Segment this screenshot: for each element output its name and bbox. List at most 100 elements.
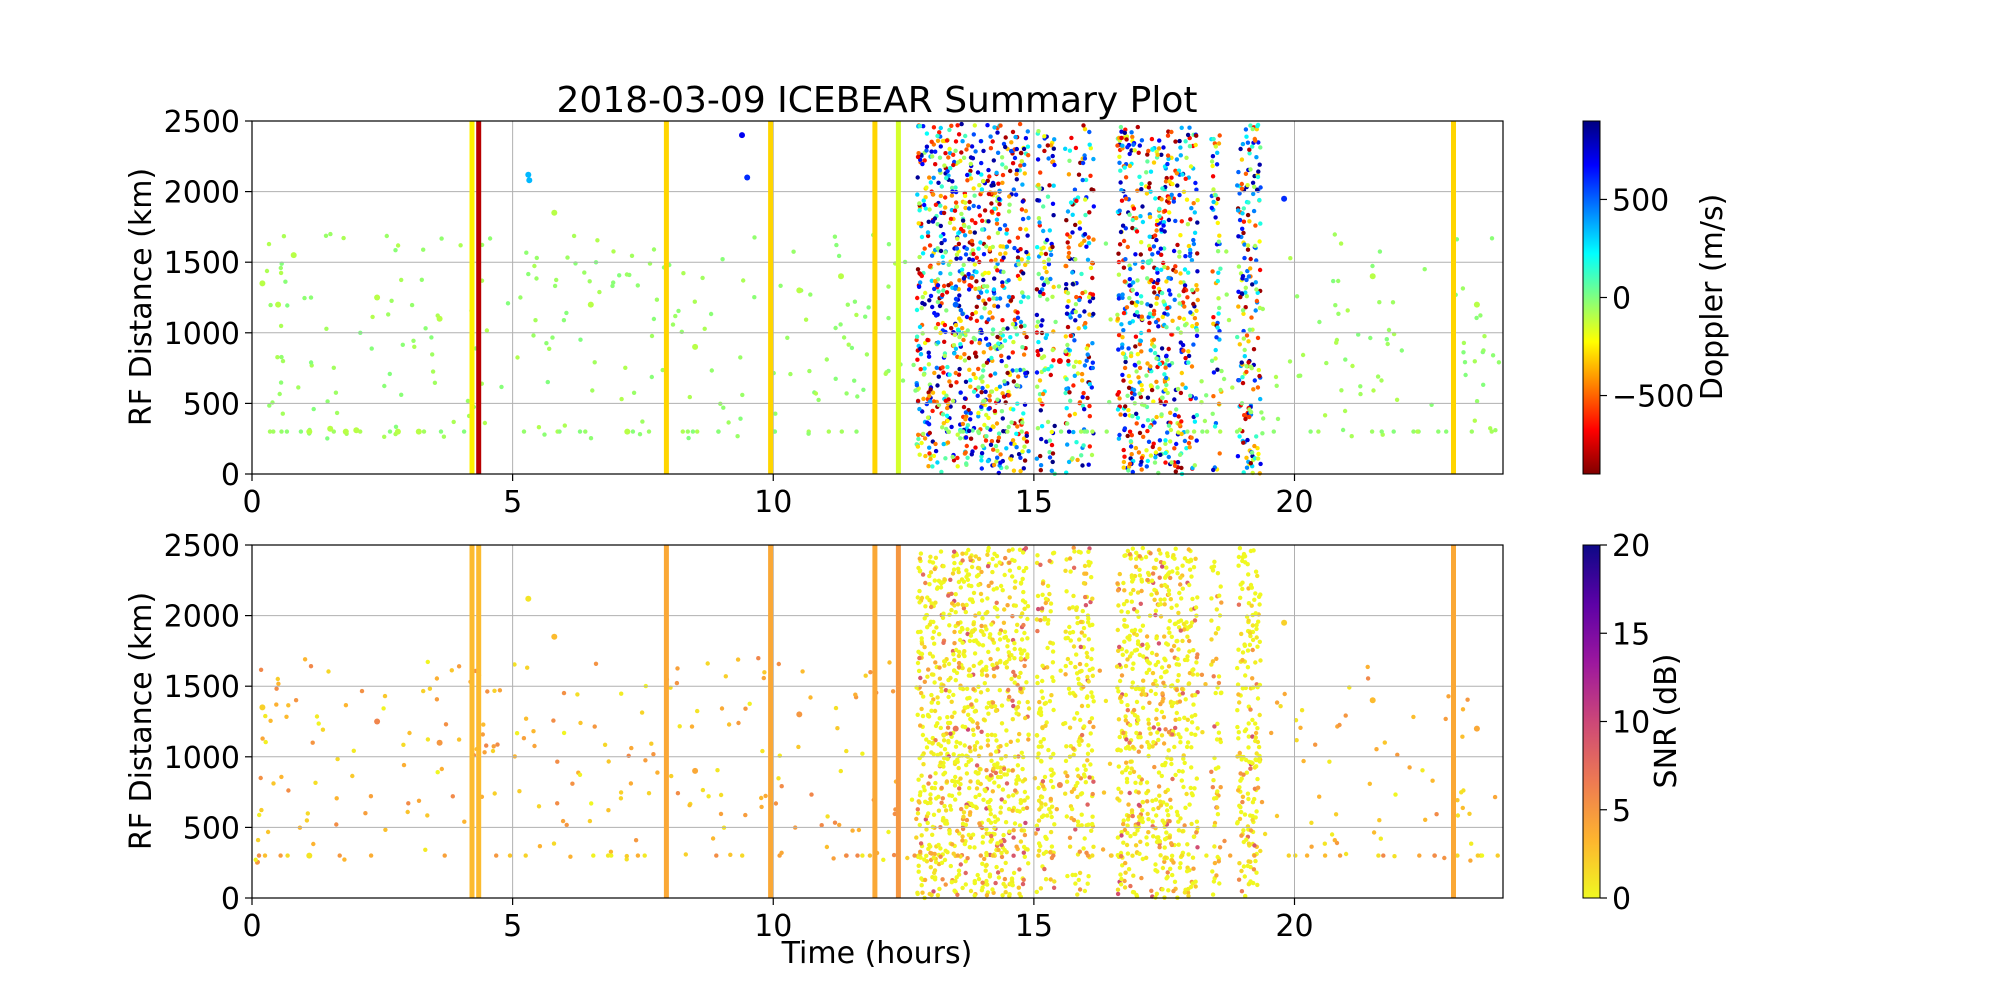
scatter-point [1121,840,1126,845]
scatter-point [1255,785,1261,790]
scatter-point [1085,694,1090,699]
scatter-point [1245,562,1250,567]
scatter-point [1171,199,1177,204]
scatter-point [921,431,926,437]
scatter-point [1116,689,1121,694]
scatter-point [973,286,978,291]
scatter-point [992,276,997,281]
scatter-point [1370,263,1375,269]
scatter-point [947,127,952,133]
scatter-point [980,840,985,845]
scatter-point [999,353,1004,358]
scatter-point [1218,387,1223,393]
scatter-point [994,386,999,392]
scatter-point [969,144,975,149]
scatter-point [1358,384,1363,389]
scatter-point [1187,567,1193,572]
scatter-point [1088,265,1094,271]
scatter-point [1169,756,1174,762]
scatter-point [995,438,1001,444]
scatter-point [976,204,981,210]
scatter-point [955,602,961,607]
scatter-point [1148,303,1154,308]
scatter-point [1239,360,1244,365]
scatter-point [931,175,936,180]
scatter-point [1022,458,1028,463]
scatter-point [1188,164,1194,169]
scatter-point [1377,300,1382,305]
scatter-point [965,455,970,460]
scatter-point [639,710,645,715]
scatter-point [587,818,593,824]
scatter-point [1123,663,1129,669]
scatter-point [995,647,1000,652]
scatter-point [1140,545,1146,551]
scatter-point [1132,627,1138,633]
scatter-point [706,794,711,799]
scatter-point [1012,821,1018,826]
scatter-point [738,355,743,360]
scatter-point [1246,339,1251,344]
scatter-point [763,793,768,799]
scatter-point [1025,652,1030,657]
scatter-point [1215,626,1221,632]
scatter-point [985,548,991,554]
scatter-point [1148,688,1154,694]
scatter-point [1015,763,1021,768]
scatter-point [1010,793,1016,798]
scatter-point [1240,799,1245,805]
scatter-point [1147,320,1152,326]
scatter-point [1211,394,1216,399]
scatter-point [974,740,980,745]
scatter-point [993,443,999,449]
scatter-point [1155,270,1160,275]
scatter-point [1150,798,1155,803]
scatter-point [1304,853,1310,858]
scatter-point [1007,694,1012,700]
scatter-point [1087,719,1093,725]
scatter-point [1190,668,1195,673]
scatter-point [989,622,994,627]
scatter-point [1154,356,1159,361]
scatter-point [1128,591,1134,596]
scatter-point [1039,276,1045,281]
scatter-point [986,649,991,655]
scatter-point [1077,669,1083,674]
scatter-point [1115,312,1120,317]
scatter-point [951,458,957,463]
scatter-point [990,331,995,336]
scatter-point [1213,631,1219,636]
scatter-point [1048,810,1053,815]
scatter-point [921,372,927,377]
scatter-point [971,687,976,692]
scatter-point [368,794,374,799]
scatter-point [1034,456,1040,461]
scatter-point [427,686,433,691]
scatter-point [1193,180,1198,186]
scatter-point [564,822,569,828]
scatter-point [1038,468,1044,473]
scatter-point [924,185,929,190]
scatter-point [1161,299,1166,304]
scatter-point [1071,593,1076,599]
scatter-point [1236,736,1241,741]
scatter-point [1045,645,1050,651]
scatter-point [846,342,851,347]
scatter-point [921,124,926,129]
scatter-point [1051,678,1056,684]
scatter-point [611,249,616,254]
scatter-point [1023,227,1029,232]
scatter-point [964,762,969,768]
scatter-point [1043,723,1048,728]
scatter-point [1257,602,1262,607]
scatter-point [1127,552,1133,557]
scatter-point [1129,452,1134,457]
scatter-point [1124,599,1130,604]
scatter-point [1073,827,1078,832]
scatter-point [989,389,995,394]
scatter-point [1139,744,1144,749]
scatter-point [1040,695,1046,700]
scatter-point [1077,661,1083,667]
scatter-point [1041,784,1046,789]
scatter-point [949,880,954,885]
